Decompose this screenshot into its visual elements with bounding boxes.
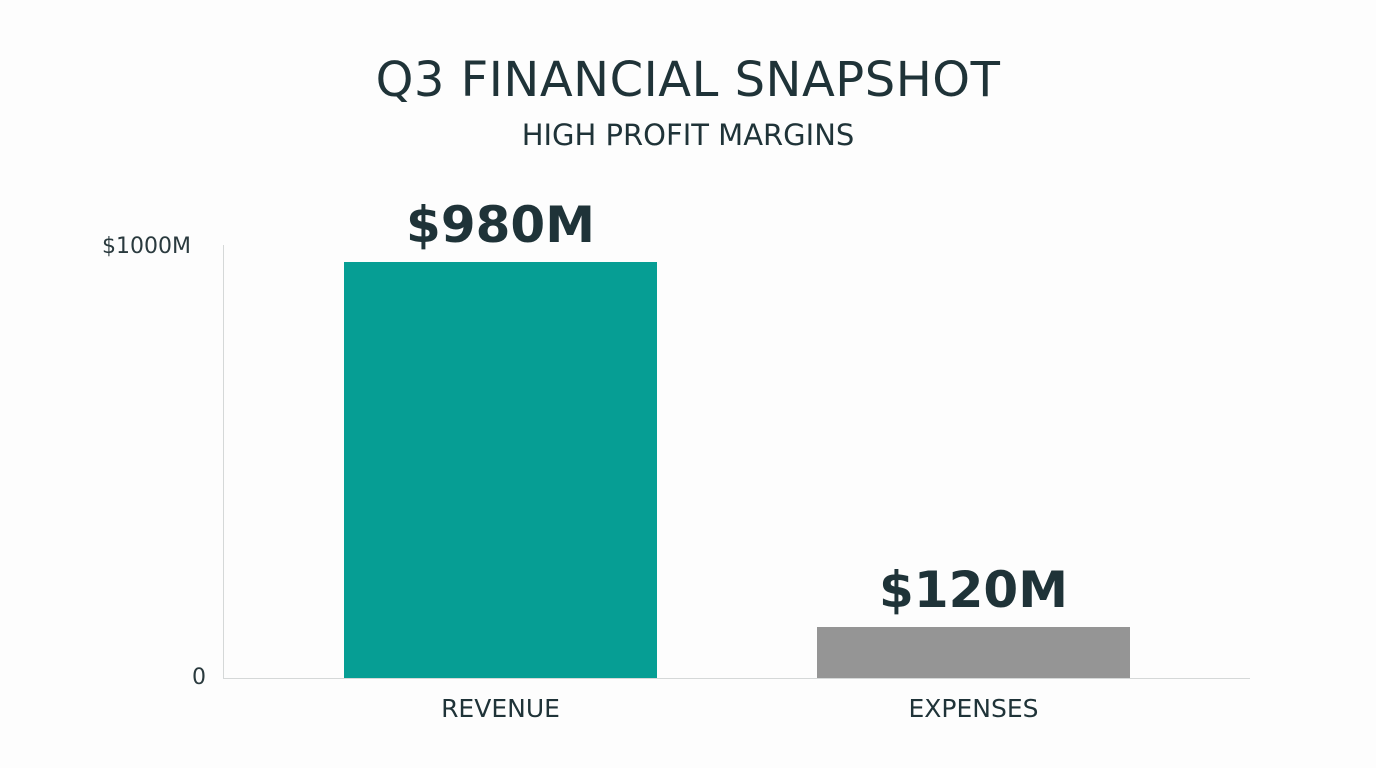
bar-expenses: [817, 627, 1130, 678]
value-label-expenses: $120M: [879, 561, 1068, 620]
x-label-expenses: EXPENSES: [908, 694, 1039, 723]
chart-subtitle: HIGH PROFIT MARGINS: [521, 118, 855, 152]
bar-revenue: [344, 262, 657, 678]
y-tick-max: $1000M: [102, 234, 191, 259]
value-label-revenue: $980M: [406, 196, 595, 255]
x-label-revenue: REVENUE: [441, 694, 560, 723]
x-axis-line: [223, 678, 1250, 679]
y-axis-line: [223, 245, 224, 678]
y-tick-zero: 0: [192, 665, 206, 690]
chart-title: Q3 FINANCIAL SNAPSHOT: [375, 52, 1001, 108]
